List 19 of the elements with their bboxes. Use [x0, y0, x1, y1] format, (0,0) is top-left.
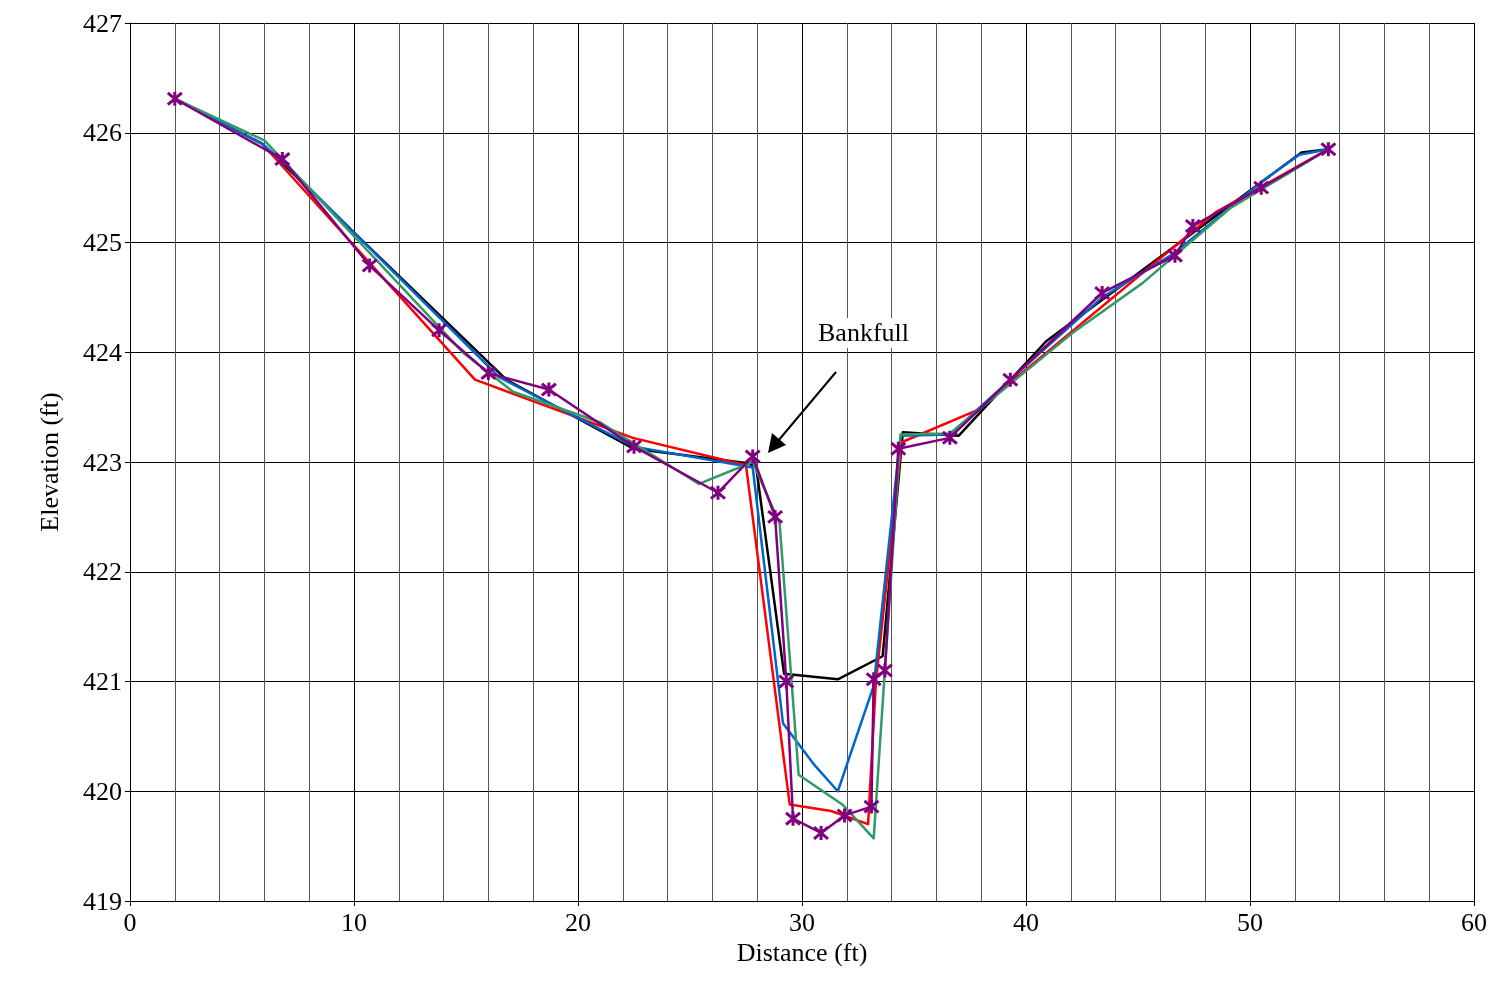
y-tick-label: 426	[83, 118, 122, 148]
y-tick-label: 422	[83, 557, 122, 587]
annotation: Bankfull	[815, 318, 912, 348]
y-tick-label: 424	[83, 337, 122, 367]
y-tick-label: 423	[83, 447, 122, 477]
x-tick-label: 50	[1237, 907, 1263, 937]
y-tick-label: 420	[83, 776, 122, 806]
x-tick-label: 30	[789, 907, 815, 937]
y-tick-label: 419	[83, 886, 122, 916]
x-tick-label: 40	[1013, 907, 1039, 937]
x-tick-label: 20	[565, 907, 591, 937]
x-axis-title: Distance (ft)	[736, 938, 868, 968]
x-tick-label: 60	[1461, 907, 1487, 937]
x-tick-label: 10	[341, 907, 367, 937]
y-tick-label: 427	[83, 8, 122, 38]
y-tick-label: 425	[83, 228, 122, 257]
y-axis-title: Elevation (ft)	[34, 392, 64, 532]
x-tick-label: 0	[123, 907, 137, 937]
y-tick-label: 421	[83, 667, 122, 696]
